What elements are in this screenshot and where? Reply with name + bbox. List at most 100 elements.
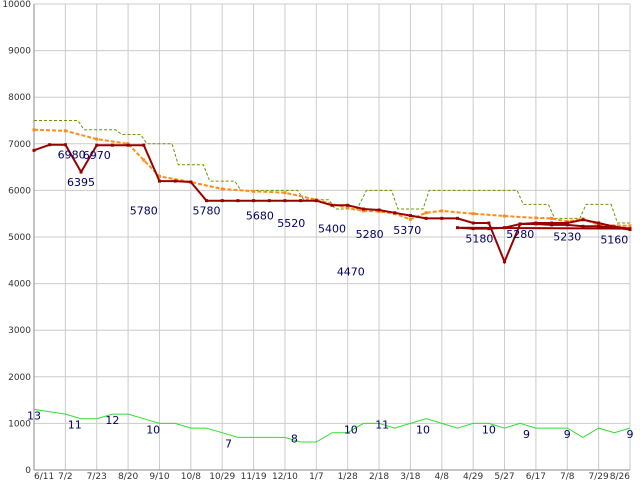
x-tick-label: 7/29 — [589, 472, 609, 480]
x-tick-label: 3/18 — [400, 472, 420, 480]
y-tick-label: 3000 — [8, 326, 31, 336]
x-tick-label: 5/27 — [494, 472, 514, 480]
price-point — [581, 224, 585, 228]
price-point — [565, 223, 569, 227]
average-point — [534, 216, 538, 220]
data-label-count: 10 — [482, 423, 496, 436]
y-tick-label: 1000 — [8, 419, 31, 429]
y-tick-labels: 0 1000 2000 3000 4000 5000 6000 7000 8000 9000 100… — [2, 0, 31, 476]
x-tick-label: 7/8 — [560, 472, 575, 480]
price-point — [346, 203, 350, 207]
x-tick-label: 9/10 — [149, 472, 169, 480]
price-point — [455, 216, 459, 220]
average-point — [63, 129, 67, 133]
price-point — [220, 199, 224, 203]
price-point — [63, 143, 67, 147]
data-label-price: 5230 — [553, 230, 581, 243]
data-label-count: 11 — [68, 419, 82, 432]
data-label-count: 9 — [627, 428, 634, 441]
data-label-price: 5520 — [277, 217, 305, 230]
x-tick-label: 1/28 — [338, 472, 358, 480]
data-label-price: 5680 — [246, 209, 274, 222]
data-label-price: 4470 — [337, 266, 365, 279]
price-point — [550, 223, 554, 227]
data-label-count: 10 — [344, 423, 358, 436]
price-point — [455, 226, 459, 230]
price-point — [189, 180, 193, 184]
price-point — [597, 224, 601, 228]
price-point — [534, 222, 538, 226]
average-point — [252, 189, 256, 193]
data-label-count: 8 — [291, 433, 298, 446]
data-label-count: 11 — [375, 419, 389, 432]
count-series-line — [33, 408, 631, 443]
average-point — [503, 214, 507, 218]
y-tick-label: 2000 — [8, 373, 31, 383]
average-point — [95, 137, 99, 141]
data-label-count: 7 — [225, 437, 232, 450]
data-label-price: 5280 — [506, 228, 534, 241]
price-point — [299, 199, 303, 203]
average-point — [408, 217, 412, 221]
average-point — [32, 128, 36, 132]
data-label-price: 6395 — [67, 176, 95, 189]
average-point — [283, 191, 287, 195]
count-series — [33, 408, 631, 443]
x-tick-label: 10/8 — [181, 472, 201, 480]
price-point — [550, 221, 554, 225]
y-tick-label: 8000 — [8, 93, 31, 103]
price-point — [424, 216, 428, 220]
price-point — [236, 199, 240, 203]
average-point — [471, 212, 475, 216]
price-point — [157, 179, 161, 183]
price-point — [565, 221, 569, 225]
y-tick-label: 6000 — [8, 186, 31, 196]
price-point — [408, 214, 412, 218]
price-point — [79, 170, 83, 174]
average-point — [220, 187, 224, 191]
price-point — [503, 260, 507, 264]
average-series — [32, 128, 632, 228]
price-point — [126, 143, 130, 147]
price-series — [32, 143, 632, 265]
x-tick-label: 8/26 — [610, 472, 630, 480]
price-point — [377, 208, 381, 212]
data-label-price: 5180 — [465, 233, 493, 246]
data-label-price: 5280 — [356, 228, 384, 241]
data-label-price: 5400 — [318, 222, 346, 235]
y-tick-label: 9000 — [8, 47, 31, 57]
axes — [33, 4, 630, 471]
y-tick-label: 4000 — [8, 280, 31, 290]
price-point — [32, 148, 36, 152]
price-point — [252, 199, 256, 203]
price-point — [612, 226, 616, 230]
average-point — [424, 211, 428, 215]
price-point — [393, 211, 397, 215]
y-tick-label: 10000 — [2, 0, 31, 10]
data-label-count: 9 — [523, 428, 530, 441]
y-tick-label: 0 — [25, 466, 31, 476]
data-label-count: 9 — [564, 428, 571, 441]
x-tick-label: 7/23 — [87, 472, 107, 480]
price-point — [95, 143, 99, 147]
price-point — [597, 221, 601, 225]
data-label-count: 13 — [27, 409, 41, 422]
price-point — [628, 228, 632, 232]
x-tick-label: 6/17 — [526, 472, 546, 480]
average-point — [628, 224, 632, 228]
x-tick-label: 2/18 — [369, 472, 389, 480]
price-point — [314, 199, 318, 203]
y-tick-label: 5000 — [8, 233, 31, 243]
average-point — [142, 158, 146, 162]
data-label-count: 12 — [105, 414, 119, 427]
price-point — [110, 143, 114, 147]
max-series — [34, 120, 630, 224]
price-point — [330, 203, 334, 207]
max-series-line — [34, 120, 630, 224]
x-tick-label: 10/29 — [209, 472, 235, 480]
price-point — [142, 143, 146, 147]
price-point — [581, 218, 585, 222]
price-point — [267, 199, 271, 203]
average-point — [157, 174, 161, 178]
